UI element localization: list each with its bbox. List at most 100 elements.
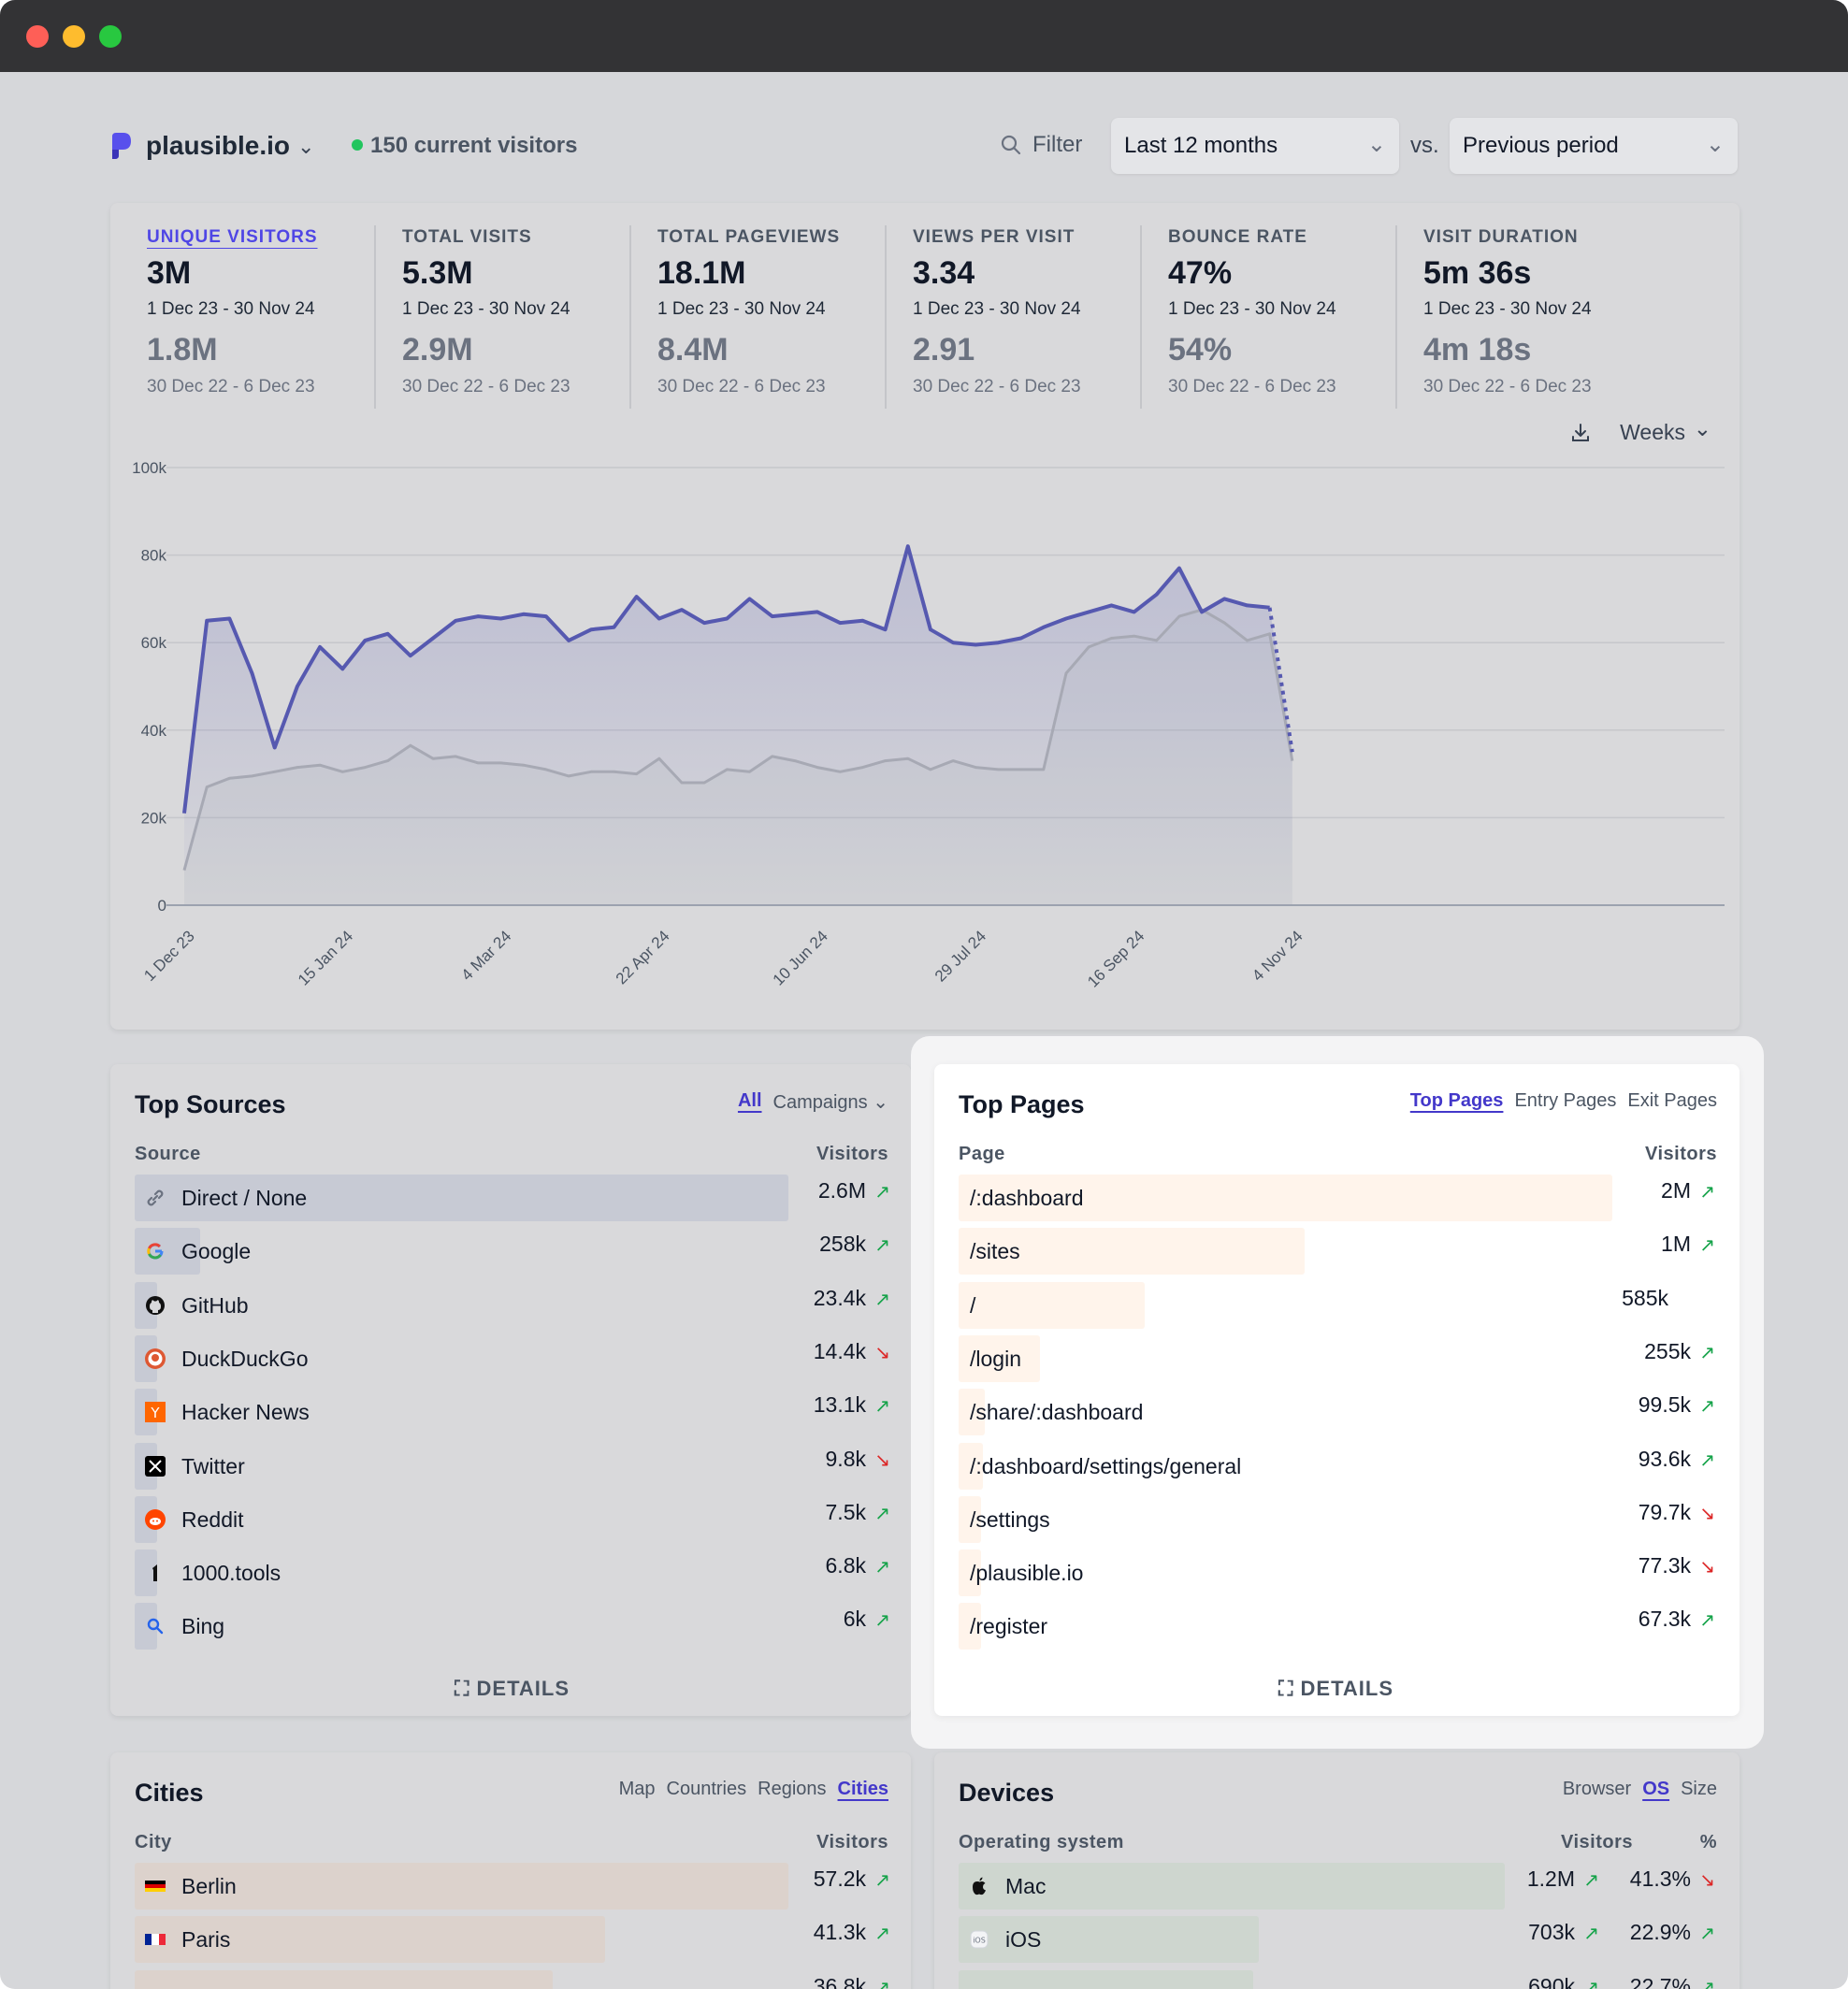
current-point[interactable]	[884, 627, 888, 631]
current-point[interactable]	[680, 608, 684, 612]
tab-countries[interactable]: Countries	[666, 1779, 747, 1799]
current-point[interactable]	[340, 667, 344, 670]
source-row[interactable]: DuckDuckGo 14.4k ↘	[135, 1334, 890, 1382]
tab-entry-pages[interactable]: Entry Pages	[1514, 1090, 1617, 1111]
previous-point[interactable]	[612, 770, 615, 773]
os-row[interactable]: iOS iOS 703k ↗ 22.9% ↗	[959, 1916, 1715, 1964]
page-row[interactable]: /settings 79.7k ↘	[959, 1495, 1715, 1543]
os-row[interactable]: Mac 1.2M ↗ 41.3% ↘	[959, 1863, 1715, 1910]
previous-point[interactable]	[251, 774, 254, 778]
stat-bounce-rate[interactable]: BOUNCE RATE 47% 1 Dec 23 - 30 Nov 24 54% 30 …	[1168, 227, 1424, 405]
current-point[interactable]	[996, 641, 1000, 644]
previous-point[interactable]	[1155, 639, 1159, 642]
tab-size[interactable]: Size	[1681, 1779, 1717, 1799]
tab-map[interactable]: Map	[618, 1779, 656, 1799]
current-point[interactable]	[296, 685, 299, 688]
current-point[interactable]	[386, 632, 390, 636]
current-point[interactable]	[929, 627, 932, 631]
current-point[interactable]	[1064, 616, 1068, 620]
current-point[interactable]	[771, 614, 774, 618]
stat-views-per-visit[interactable]: VIEWS PER VISIT 3.34 1 Dec 23 - 30 Nov 24 2…	[913, 227, 1169, 405]
previous-point[interactable]	[838, 770, 842, 773]
previous-point[interactable]	[476, 761, 480, 765]
city-row[interactable]: 36.8k ↗	[135, 1969, 890, 1989]
page-row[interactable]: /login 255k ↗	[959, 1334, 1715, 1382]
tab-campaigns[interactable]: Campaigns ⌄	[772, 1092, 889, 1113]
previous-point[interactable]	[657, 757, 661, 760]
current-point[interactable]	[816, 610, 819, 613]
previous-point[interactable]	[522, 763, 526, 767]
current-visitors[interactable]: 150 current visitors	[370, 133, 578, 158]
current-point[interactable]	[1155, 593, 1159, 597]
tab-browser[interactable]: Browser	[1562, 1779, 1632, 1799]
previous-point[interactable]	[1064, 671, 1068, 675]
previous-point[interactable]	[431, 757, 435, 760]
previous-point[interactable]	[860, 766, 864, 770]
previous-point[interactable]	[1268, 632, 1272, 636]
current-point[interactable]	[635, 595, 639, 598]
current-point[interactable]	[748, 597, 752, 600]
current-point[interactable]	[906, 544, 910, 548]
current-point[interactable]	[1177, 567, 1181, 570]
page-row[interactable]: / 585k	[959, 1281, 1715, 1329]
previous-point[interactable]	[771, 755, 774, 758]
previous-point[interactable]	[589, 770, 593, 773]
previous-point[interactable]	[1291, 759, 1294, 763]
visitors-chart[interactable]: 0 20k 40k 60k 80k 100k 1 Dec 23 15 Jan 24 4 Mar …	[110, 203, 1740, 1030]
page-row[interactable]: /share/:dashboard 99.5k ↗	[959, 1389, 1715, 1436]
previous-point[interactable]	[1200, 608, 1204, 612]
previous-point[interactable]	[296, 766, 299, 770]
stat-unique-visitors[interactable]: UNIQUE VISITORS 3M 1 Dec 23 - 30 Nov 24 1.8…	[147, 227, 403, 405]
current-point[interactable]	[657, 616, 661, 620]
current-point[interactable]	[409, 654, 412, 657]
current-point[interactable]	[725, 616, 729, 620]
stat-visit-duration[interactable]: VISIT DURATION 5m 36s 1 Dec 23 - 30 Nov 24…	[1423, 227, 1680, 405]
current-point[interactable]	[1291, 750, 1294, 754]
previous-point[interactable]	[205, 786, 209, 789]
zoom-window-button[interactable]	[99, 25, 122, 48]
previous-point[interactable]	[386, 759, 390, 763]
download-icon[interactable]	[1569, 422, 1592, 444]
current-point[interactable]	[499, 616, 503, 620]
site-switcher[interactable]: plausible.io	[146, 131, 291, 160]
current-point[interactable]	[1019, 637, 1023, 641]
tab-regions[interactable]: Regions	[758, 1779, 827, 1799]
source-row[interactable]: Y Hacker News 13.1k ↗	[135, 1389, 890, 1436]
period-select[interactable]: Last 12 months ⌄	[1111, 118, 1399, 174]
previous-point[interactable]	[1133, 634, 1136, 638]
previous-point[interactable]	[544, 768, 548, 771]
previous-point[interactable]	[273, 770, 277, 773]
pages-details-button[interactable]: ⛶ DETAILS	[1278, 1677, 1393, 1700]
source-row[interactable]: Twitter 9.8k ↘	[135, 1442, 890, 1490]
previous-point[interactable]	[1222, 621, 1226, 625]
tab-all[interactable]: All	[737, 1090, 762, 1111]
previous-point[interactable]	[567, 774, 570, 778]
tab-exit-pages[interactable]: Exit Pages	[1627, 1090, 1717, 1111]
current-point[interactable]	[1222, 597, 1226, 600]
current-point[interactable]	[431, 637, 435, 641]
previous-point[interactable]	[227, 776, 231, 780]
page-row[interactable]: /sites 1M ↗	[959, 1228, 1715, 1276]
previous-point[interactable]	[906, 757, 910, 760]
previous-point[interactable]	[748, 770, 752, 773]
previous-point[interactable]	[363, 766, 367, 770]
previous-point[interactable]	[996, 768, 1000, 771]
source-row[interactable]: Direct / None 2.6M ↗	[135, 1175, 890, 1221]
stat-total-pageviews[interactable]: TOTAL PAGEVIEWS 18.1M 1 Dec 23 - 30 Nov 24…	[657, 227, 914, 405]
current-point[interactable]	[951, 641, 955, 644]
current-point[interactable]	[544, 614, 548, 618]
minimize-window-button[interactable]	[63, 25, 85, 48]
source-row[interactable]: GitHub 23.4k ↗	[135, 1281, 890, 1329]
current-point[interactable]	[838, 621, 842, 625]
current-point[interactable]	[1268, 606, 1272, 610]
current-point[interactable]	[612, 626, 615, 629]
previous-point[interactable]	[340, 770, 344, 773]
source-row[interactable]: Reddit 7.5k ↗	[135, 1495, 890, 1543]
current-point[interactable]	[182, 812, 186, 815]
os-row[interactable]: 690k ↗ 22.7% ↗	[959, 1969, 1715, 1989]
previous-point[interactable]	[499, 761, 503, 765]
page-row[interactable]: /plausible.io 77.3k ↘	[959, 1549, 1715, 1597]
previous-point[interactable]	[793, 759, 797, 763]
source-row[interactable]: Google 258k ↗	[135, 1228, 890, 1276]
current-point[interactable]	[1133, 610, 1136, 613]
